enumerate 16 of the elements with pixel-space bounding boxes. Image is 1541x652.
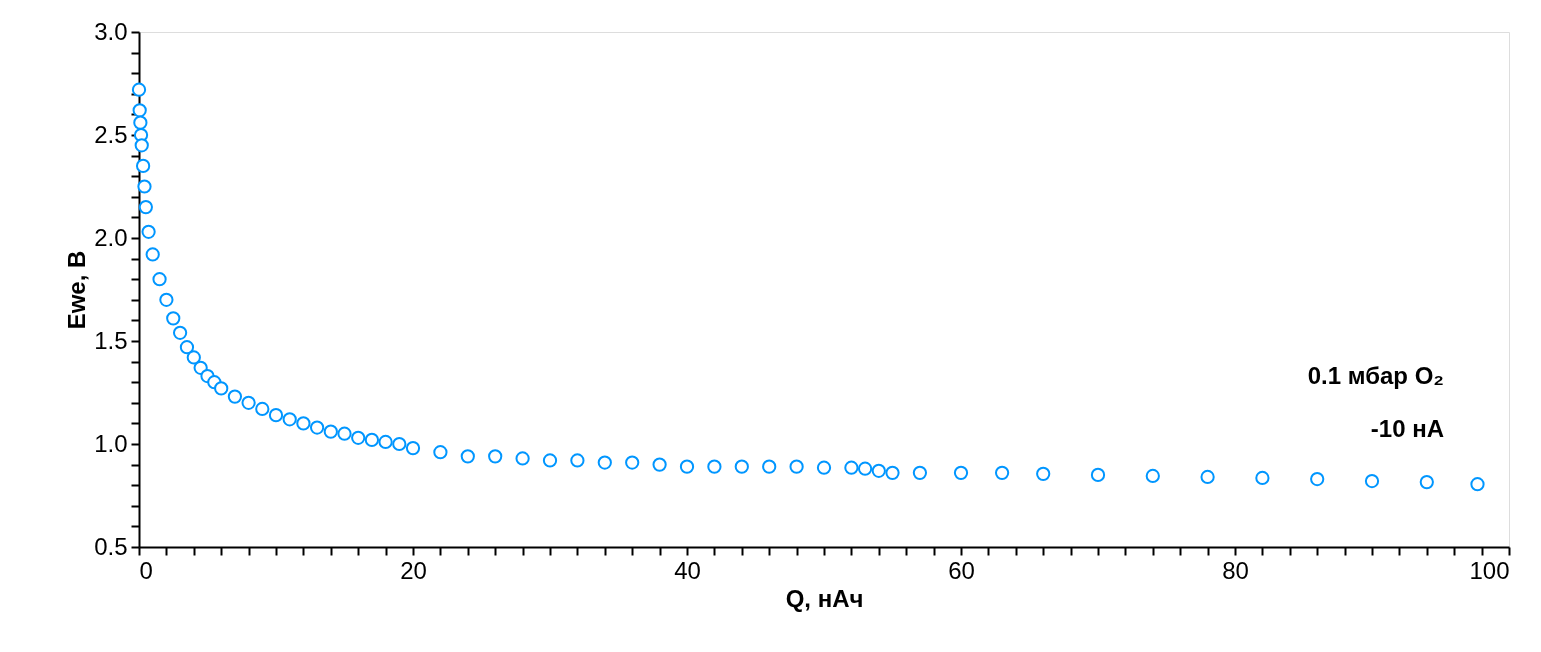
y-tick-label: 1.0	[94, 429, 128, 457]
x-tick-label: 0	[139, 556, 153, 584]
x-tick-label: 60	[948, 556, 975, 584]
x-tick-label: 40	[674, 556, 701, 584]
y-axis-title: Ewe, В	[63, 250, 91, 330]
x-axis-title: Q, нАч	[785, 584, 864, 612]
annotation: -10 нА	[1370, 415, 1444, 442]
y-tick-label: 3.0	[94, 17, 128, 45]
y-tick-label: 2.5	[94, 120, 128, 148]
x-tick-label: 20	[400, 556, 427, 584]
y-tick-label: 2.0	[94, 223, 128, 251]
x-tick-label: 100	[1469, 556, 1510, 584]
y-tick-label: 0.5	[94, 532, 128, 560]
x-tick-label: 80	[1222, 556, 1249, 584]
annotation: 0.1 мбар O₂	[1307, 362, 1444, 389]
y-tick-label: 1.5	[94, 326, 128, 354]
